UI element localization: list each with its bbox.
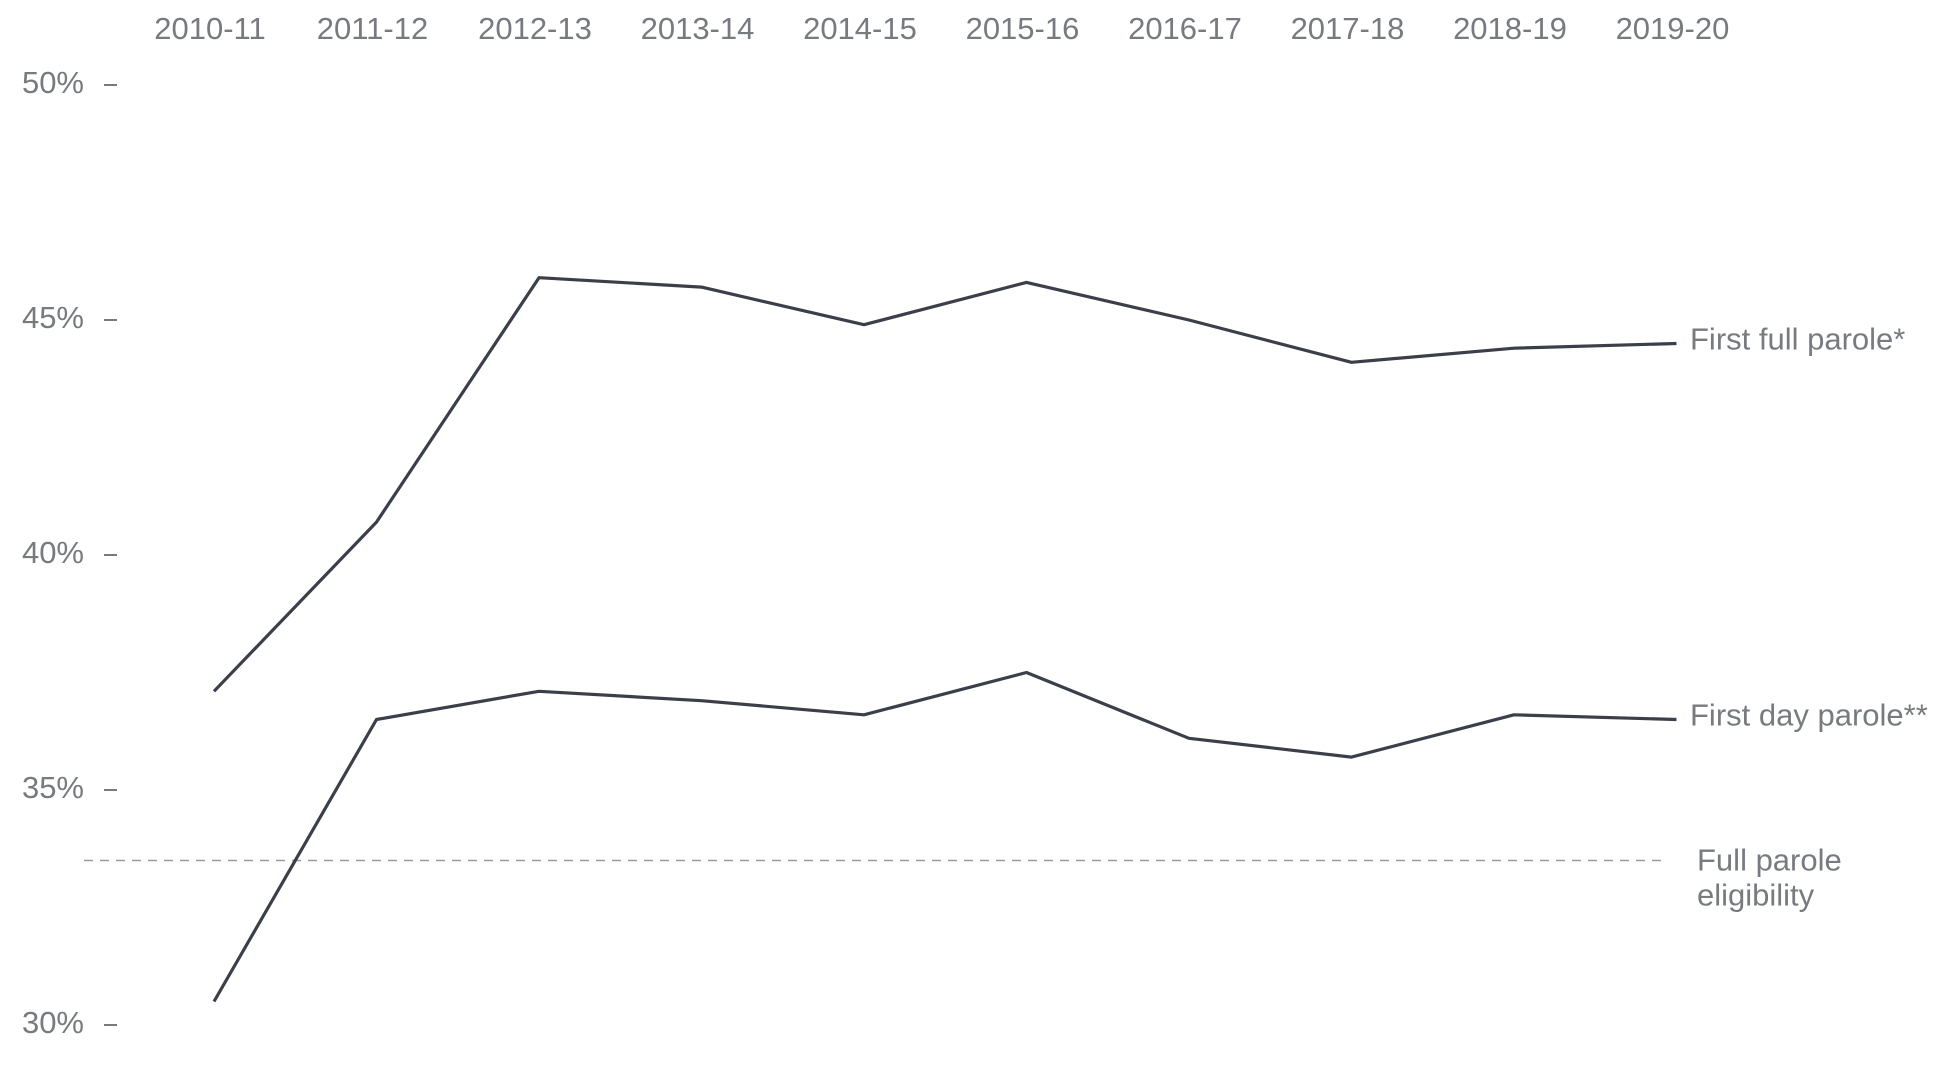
reference-label: Full parole (1697, 843, 1842, 878)
x-tick-label: 2015-16 (966, 11, 1080, 46)
y-tick-label: 50% (22, 65, 84, 100)
x-tick-label: 2019-20 (1616, 11, 1730, 46)
series-line (212, 670, 1677, 1003)
series-line (212, 276, 1677, 693)
y-tick-label: 45% (22, 300, 84, 335)
x-tick-label: 2014-15 (803, 11, 917, 46)
x-tick-label: 2010-11 (154, 11, 265, 46)
x-tick-label: 2018-19 (1453, 11, 1567, 46)
x-tick-label: 2012-13 (478, 11, 592, 46)
x-tick-label: 2013-14 (641, 11, 755, 46)
x-tick-label: 2016-17 (1128, 11, 1242, 46)
x-tick-label: 2017-18 (1291, 11, 1405, 46)
series-label: First day parole** (1690, 698, 1928, 733)
reference-label: eligibility (1697, 878, 1815, 913)
x-tick-label: 2011-12 (317, 11, 428, 46)
y-tick-label: 40% (22, 535, 84, 570)
y-tick-label: 35% (22, 770, 84, 805)
y-tick-label: 30% (22, 1005, 84, 1040)
series-label: First full parole* (1690, 322, 1905, 357)
